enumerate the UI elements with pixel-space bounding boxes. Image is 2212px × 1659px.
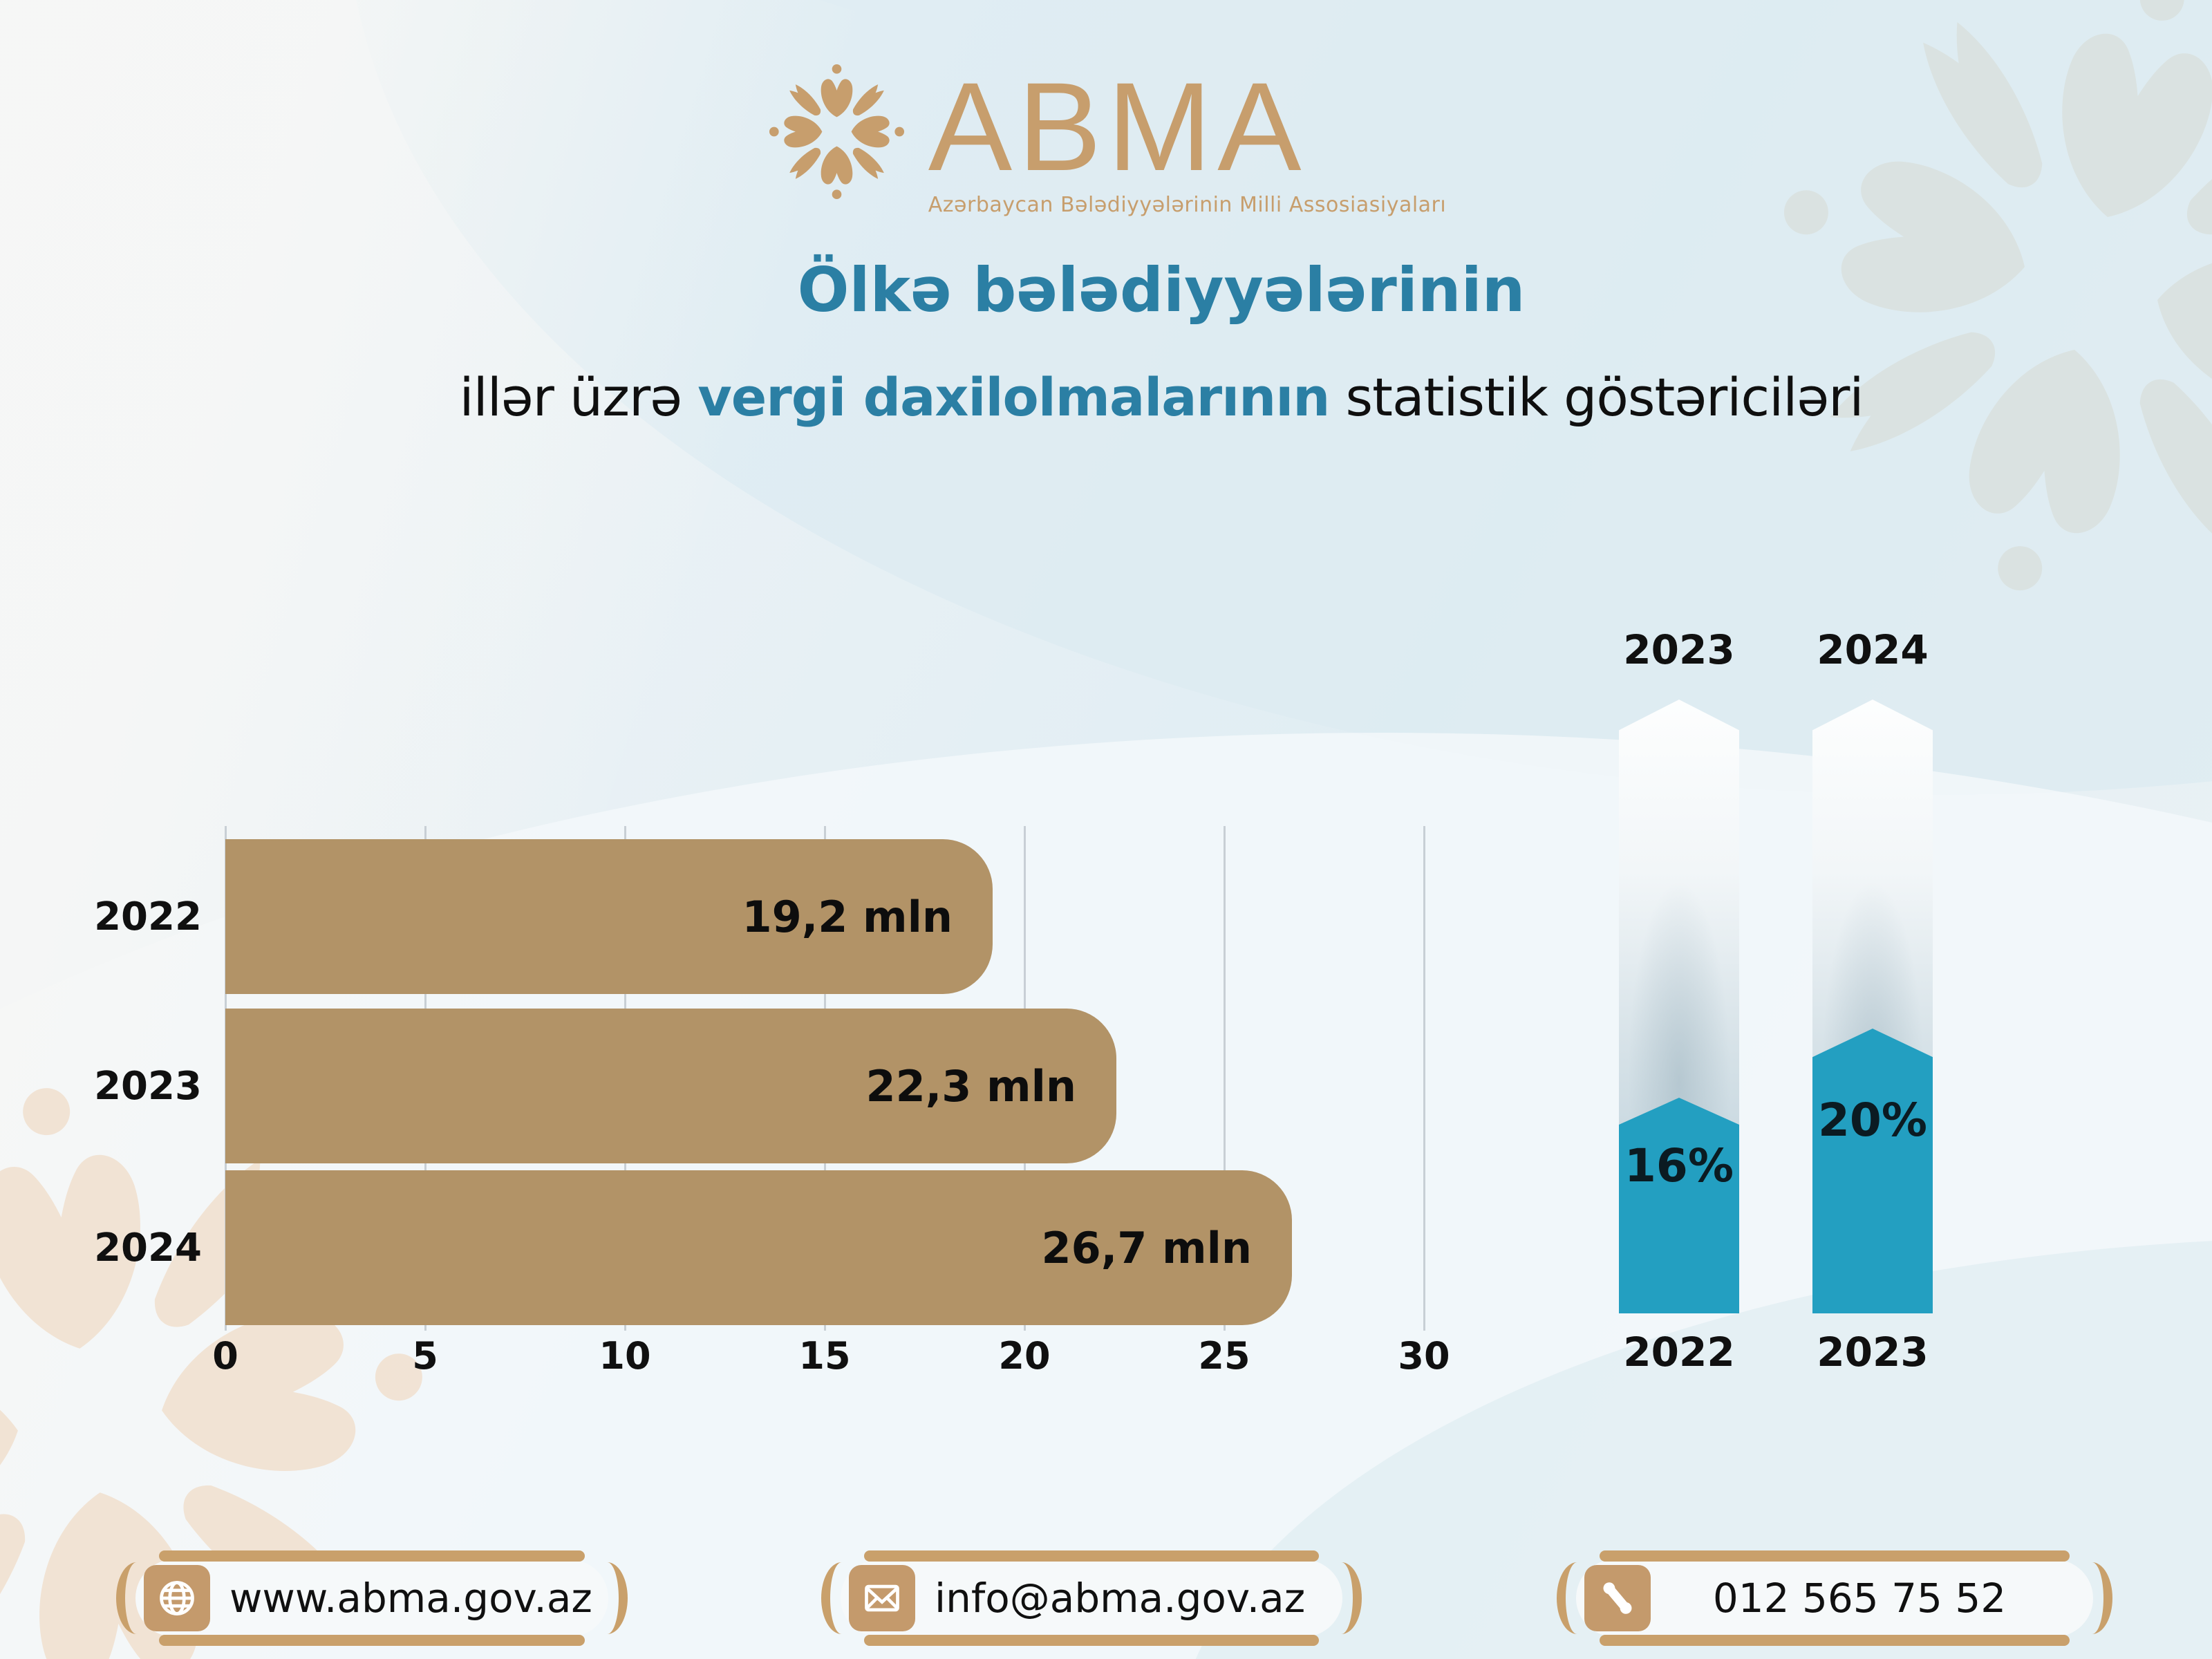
x-tick-10: 10 — [599, 1334, 651, 1378]
logo-name: ABMA — [928, 56, 1307, 197]
page-title-line1: Ölkə bələdiyyələrinin — [797, 254, 1526, 326]
bar-2024: 26,7 mln — [225, 1170, 1292, 1325]
pill-right-arc — [1321, 1562, 1362, 1634]
email-text: info@abma.gov.az — [935, 1575, 1306, 1622]
website-pill[interactable]: www.abma.gov.az — [116, 1550, 628, 1646]
column-footer-2022: 2022 — [1623, 1329, 1735, 1376]
x-tick-20: 20 — [998, 1334, 1051, 1378]
bar-2022: 19,2 mln — [225, 839, 993, 994]
bar-value-2023: 22,3 mln — [865, 1060, 1076, 1112]
pill-right-arc — [2072, 1562, 2112, 1634]
email-pill[interactable]: info@abma.gov.az — [821, 1550, 1362, 1646]
x-tick-30: 30 — [1398, 1334, 1450, 1378]
bar-2023: 22,3 mln — [225, 1009, 1116, 1163]
page-title-line2: illər üzrə vergi daxilolmalarının statis… — [111, 366, 2212, 428]
logo-flower-icon — [766, 61, 908, 203]
x-tick-0: 0 — [212, 1334, 238, 1378]
column-header-2024: 2024 — [1817, 626, 1929, 673]
title-plain-1: illər üzrə — [459, 366, 698, 428]
gridline-30 — [1423, 826, 1425, 1331]
column-footer-2023: 2023 — [1817, 1329, 1929, 1376]
pill-left-arc — [116, 1562, 157, 1634]
x-tick-5: 5 — [412, 1334, 438, 1378]
website-text: www.abma.gov.az — [229, 1575, 592, 1622]
bar-value-2022: 19,2 mln — [742, 891, 953, 942]
column-fill-16 — [1619, 1098, 1739, 1313]
pill-left-arc — [1557, 1562, 1597, 1634]
x-tick-25: 25 — [1198, 1334, 1250, 1378]
logo: ABMA Azərbaycan Bələdiyyələrinin Milli A… — [0, 56, 2212, 218]
phone-pill[interactable]: 012 565 75 52 — [1557, 1550, 2112, 1646]
category-label-2023: 2023 — [94, 1063, 202, 1109]
bar-value-2024: 26,7 mln — [1041, 1222, 1252, 1273]
logo-tagline: Azərbaycan Bələdiyyələrinin Milli Assosi… — [928, 193, 1447, 218]
pill-left-arc — [821, 1562, 862, 1634]
column-fill-20 — [1812, 1029, 1933, 1313]
category-label-2024: 2024 — [94, 1225, 202, 1271]
percent-label-20: 20% — [1818, 1094, 1927, 1147]
column-header-2023: 2023 — [1623, 626, 1735, 673]
category-label-2022: 2022 — [94, 894, 202, 939]
x-tick-15: 15 — [798, 1334, 851, 1378]
title-plain-2: statistik göstəriciləri — [1329, 366, 1864, 428]
gridline-25 — [1224, 826, 1226, 1331]
phone-text: 012 565 75 52 — [1712, 1575, 2007, 1622]
title-accent: vergi daxilolmalarının — [697, 366, 1330, 428]
pill-right-arc — [587, 1562, 628, 1634]
percent-label-16: 16% — [1624, 1139, 1734, 1192]
